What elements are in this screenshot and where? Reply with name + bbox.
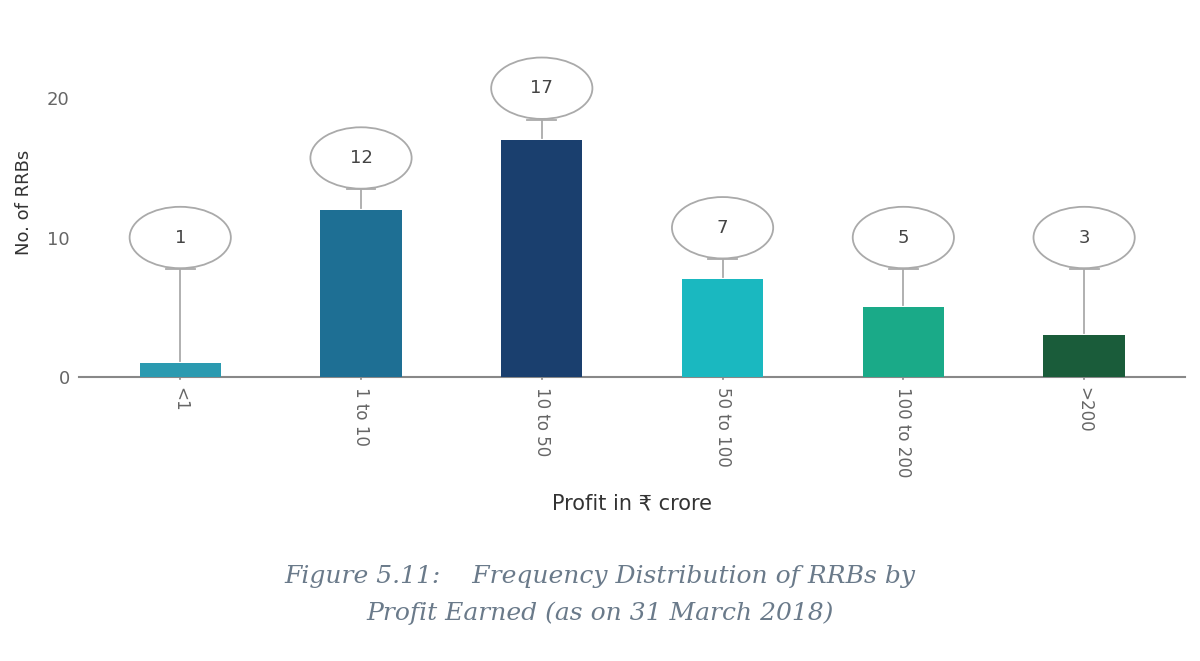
- Ellipse shape: [672, 197, 773, 258]
- Text: 7: 7: [716, 219, 728, 237]
- Text: 17: 17: [530, 79, 553, 97]
- Ellipse shape: [130, 207, 230, 268]
- Bar: [320, 210, 402, 377]
- Y-axis label: No. of RRBs: No. of RRBs: [14, 150, 32, 255]
- Bar: [863, 307, 944, 377]
- Text: 12: 12: [349, 149, 372, 167]
- Text: 1: 1: [174, 229, 186, 247]
- Ellipse shape: [311, 128, 412, 188]
- Text: Figure 5.11:    Frequency Distribution of RRBs by
Profit Earned (as on 31 March : Figure 5.11: Frequency Distribution of R…: [284, 565, 916, 625]
- Bar: [139, 363, 221, 377]
- Ellipse shape: [491, 58, 593, 119]
- Ellipse shape: [853, 207, 954, 268]
- Bar: [682, 280, 763, 377]
- Bar: [1044, 335, 1124, 377]
- Text: 3: 3: [1079, 229, 1090, 247]
- Ellipse shape: [1033, 207, 1135, 268]
- Text: 5: 5: [898, 229, 910, 247]
- Bar: [502, 140, 582, 377]
- X-axis label: Profit in ₹ crore: Profit in ₹ crore: [552, 494, 712, 514]
